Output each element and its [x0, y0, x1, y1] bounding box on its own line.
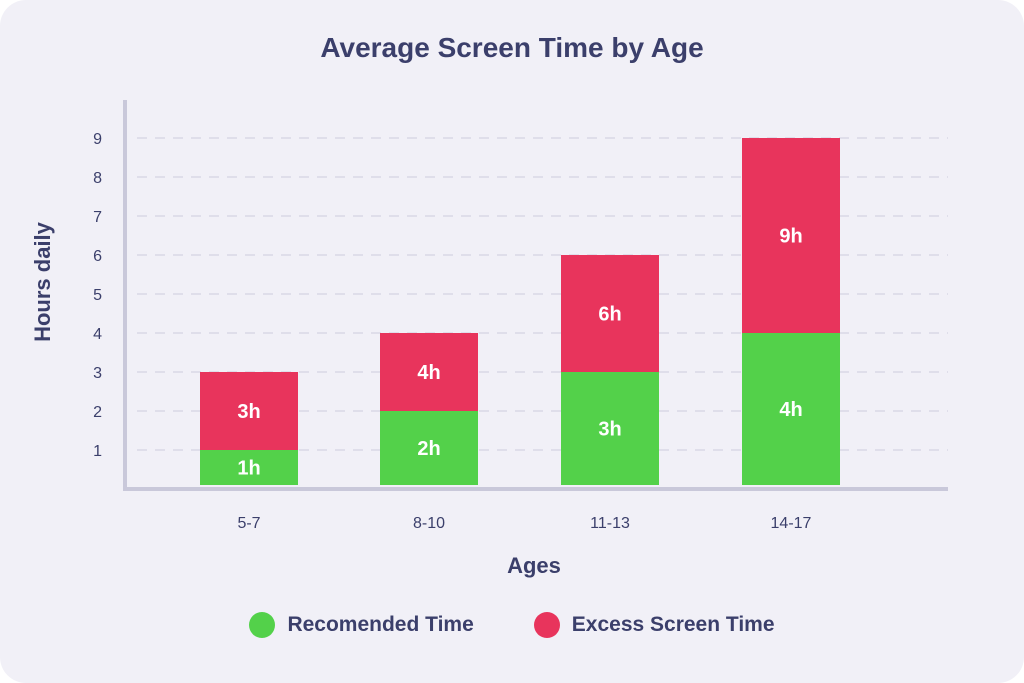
y-axis-title: Hours daily	[30, 221, 55, 342]
bar-data-label: 6h	[598, 304, 621, 326]
y-tick-label: 5	[93, 287, 102, 304]
legend-swatch-recommended	[249, 612, 276, 638]
bar-data-label: 9h	[779, 226, 802, 248]
y-tick-label: 2	[93, 404, 102, 421]
legend: Recomended Time Excess Screen Time	[0, 612, 1024, 638]
y-tick-label: 1	[93, 443, 102, 460]
bar-segment-recommended	[380, 411, 478, 485]
bar-segment-excess	[561, 255, 659, 372]
bar-segment-recommended	[742, 333, 840, 485]
y-tick-label: 6	[93, 248, 102, 265]
legend-label-excess: Excess Screen Time	[571, 613, 775, 636]
bar-segment-excess	[200, 372, 298, 450]
legend-item-recommended: Recomended Time	[249, 612, 474, 638]
legend-item-excess: Excess Screen Time	[533, 612, 775, 638]
bar-segment-excess	[742, 138, 840, 333]
x-tick-label: 14-17	[771, 515, 812, 532]
x-axis-title: Ages	[507, 553, 561, 578]
legend-label-recommended: Recomended Time	[287, 613, 474, 636]
bar-data-label: 3h	[598, 419, 621, 441]
bar-data-label: 1h	[237, 458, 260, 480]
y-tick-label: 4	[93, 326, 102, 343]
bar-data-label: 3h	[237, 401, 260, 423]
legend-swatch-excess	[533, 612, 560, 638]
chart-title: Average Screen Time by Age	[320, 32, 704, 63]
bar-data-label: 4h	[417, 362, 440, 384]
bar-segment-recommended	[561, 372, 659, 485]
x-tick-label: 11-13	[590, 515, 630, 532]
x-tick-label: 8-10	[413, 515, 445, 532]
bar-segment-recommended	[200, 450, 298, 485]
y-tick-label: 3	[93, 365, 102, 382]
bar-segment-excess	[380, 333, 478, 411]
y-tick-label: 9	[93, 131, 102, 148]
bar-data-label: 4h	[779, 399, 802, 421]
y-tick-label: 8	[93, 170, 102, 187]
y-tick-label: 7	[93, 209, 102, 226]
bar-data-label: 2h	[417, 438, 440, 460]
x-tick-label: 5-7	[237, 515, 260, 532]
